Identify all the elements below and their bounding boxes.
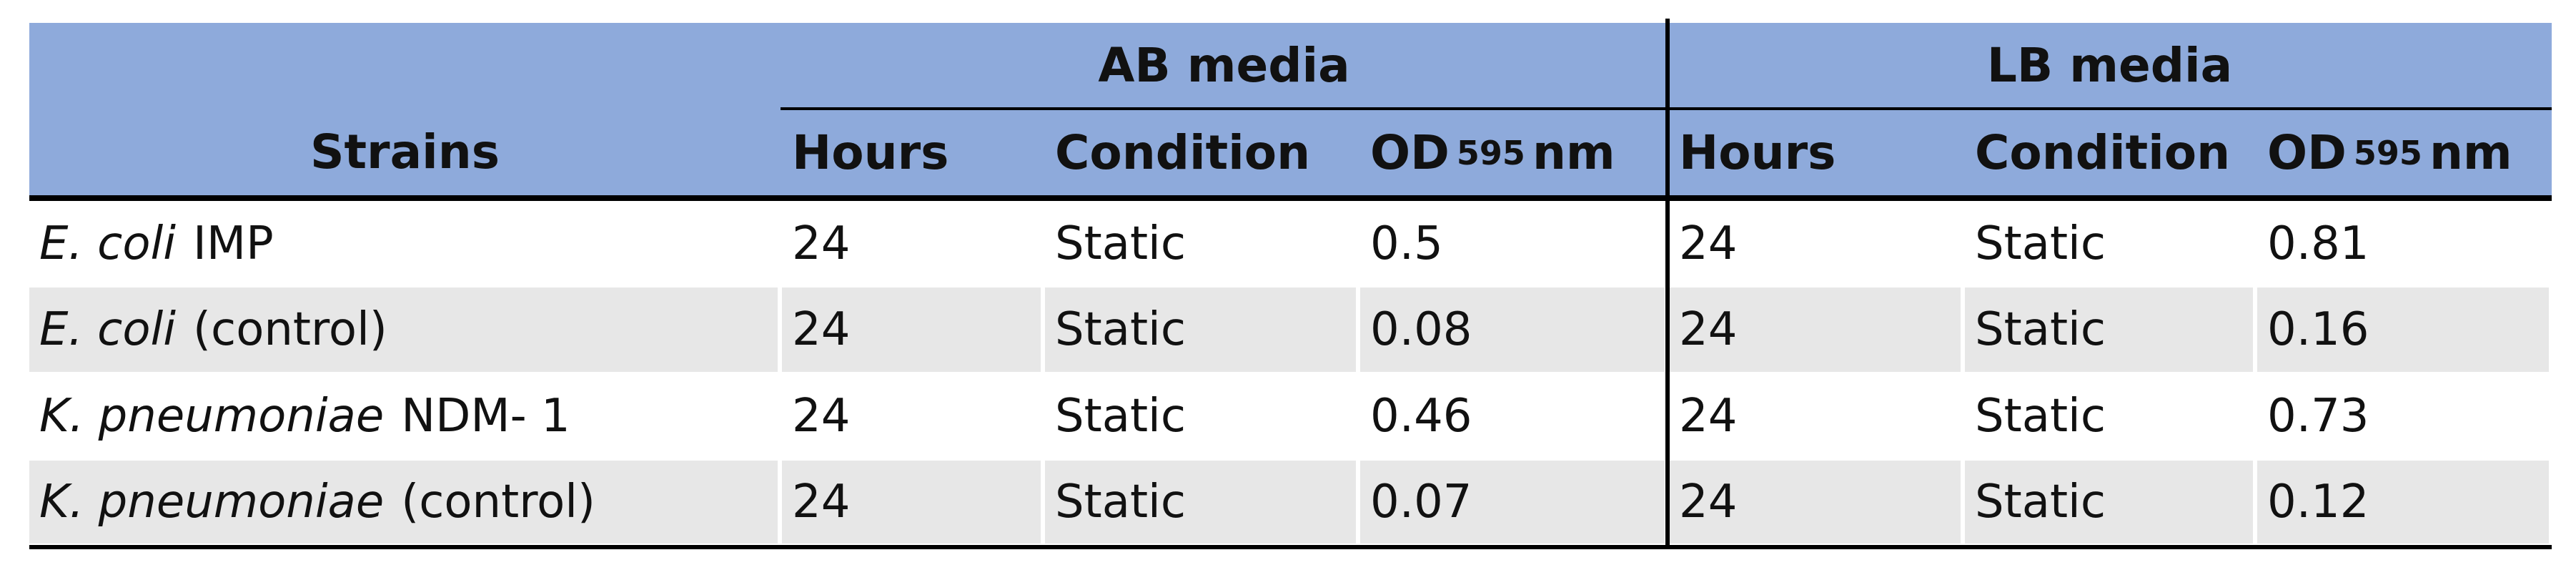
data-cell: 24 <box>1669 288 1961 372</box>
od-unit: nm <box>1532 125 1615 180</box>
strain-cell: K. pneumoniae (control) <box>29 461 778 544</box>
data-cell: 0.5 <box>1360 202 1665 285</box>
data-cell: Static <box>1045 202 1356 285</box>
header-bottom-rule <box>29 195 2552 201</box>
strain-cell: E. coli IMP <box>29 202 778 285</box>
strain-italic: E. coli <box>39 303 177 356</box>
data-cell: 0.73 <box>2257 375 2549 458</box>
data-cell: Static <box>1965 288 2253 372</box>
data-cell: Static <box>1965 202 2253 285</box>
strains-header: Strains <box>309 124 500 180</box>
group-divider <box>1665 19 1670 545</box>
column-header: Condition <box>1055 125 1311 180</box>
data-cell: 24 <box>1669 375 1961 458</box>
strain-text: (control) <box>401 476 595 529</box>
column-header: Hours <box>1679 125 1836 180</box>
data-cell: 0.12 <box>2257 461 2549 544</box>
od-label: OD <box>1370 125 1450 180</box>
data-cell: Static <box>1965 375 2253 458</box>
data-cell: Static <box>1045 288 1356 372</box>
bottom-rule <box>29 545 2552 549</box>
data-cell: 24 <box>782 288 1041 372</box>
data-cell: 0.08 <box>1360 288 1665 372</box>
strain-text: IMP <box>193 217 274 270</box>
strain-cell: E. coli (control) <box>29 288 778 372</box>
data-cell: 24 <box>782 461 1041 544</box>
od-label: OD <box>2267 125 2347 180</box>
data-cell: 0.46 <box>1360 375 1665 458</box>
strain-italic: K. pneumoniae <box>39 390 385 443</box>
data-cell: 24 <box>1669 202 1961 285</box>
od-subscript: 595 <box>2353 133 2422 172</box>
strain-cell: K. pneumoniae NDM- 1 <box>29 375 778 458</box>
data-cell: 24 <box>782 375 1041 458</box>
data-cell: 0.07 <box>1360 461 1665 544</box>
column-header: OD 595 nm <box>1362 110 1668 195</box>
column-header: OD 595 nm <box>2259 110 2552 195</box>
strain-text: (control) <box>193 303 387 356</box>
od-unit: nm <box>2429 125 2512 180</box>
column-header: Hours <box>792 125 949 180</box>
od-subscript: 595 <box>1456 133 1525 172</box>
group-header: LB media <box>1986 37 2233 93</box>
data-cell: 0.16 <box>2257 288 2549 372</box>
strain-italic: E. coli <box>39 217 177 270</box>
data-cell: 24 <box>782 202 1041 285</box>
strain-text: NDM- 1 <box>401 390 570 443</box>
strain-italic: K. pneumoniae <box>39 476 385 529</box>
data-cell: Static <box>1045 461 1356 544</box>
data-cell: Static <box>1045 375 1356 458</box>
data-cell: 24 <box>1669 461 1961 544</box>
column-header: Condition <box>1975 125 2231 180</box>
group-header: AB media <box>1098 37 1350 93</box>
data-cell: Static <box>1965 461 2253 544</box>
data-cell: 0.81 <box>2257 202 2549 285</box>
